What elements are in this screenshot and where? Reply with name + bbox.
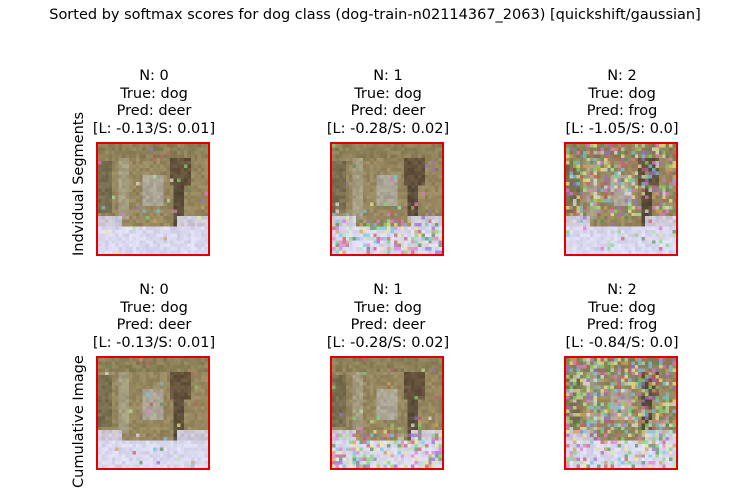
panel-true-label: True: dog <box>354 85 422 102</box>
panel-title: N: 1 True: dog Pred: deer [L: -0.28/S: 0… <box>288 68 488 138</box>
panel-index: N: 2 <box>607 68 637 84</box>
panel-pred-label: Pred: frog <box>586 317 658 333</box>
panel-true-label: True: dog <box>354 299 422 316</box>
segment-image <box>330 142 444 256</box>
panel-index: N: 1 <box>373 68 403 84</box>
figure-title: Sorted by softmax scores for dog class (… <box>49 7 701 23</box>
panel-scores: [L: -0.13/S: 0.01] <box>92 334 216 351</box>
segment-image <box>564 142 678 256</box>
panel-pred-label: Pred: deer <box>116 103 192 119</box>
row-label-cumulative-image: Cumulative Image <box>71 355 87 488</box>
segment-image <box>96 142 210 256</box>
cumulative-image <box>96 356 210 470</box>
panel-scores: [L: -0.13/S: 0.01] <box>92 120 216 137</box>
panel-true-label: True: dog <box>120 299 188 316</box>
panel-pred-label: Pred: deer <box>350 103 426 119</box>
cumulative-image <box>330 356 444 470</box>
panel-title: N: 0 True: dog Pred: deer [L: -0.13/S: 0… <box>54 282 254 352</box>
panel-index: N: 1 <box>373 282 403 298</box>
panel-true-label: True: dog <box>588 299 656 316</box>
panel-scores: [L: -0.84/S: 0.0] <box>565 334 679 351</box>
panel-scores: [L: -0.28/S: 0.02] <box>326 120 450 137</box>
panel-title: N: 2 True: dog Pred: frog [L: -0.84/S: 0… <box>522 282 722 352</box>
panel-pred-label: Pred: deer <box>116 317 192 333</box>
panel-pred-label: Pred: deer <box>350 317 426 333</box>
panel-index: N: 0 <box>139 68 169 84</box>
panel-title: N: 1 True: dog Pred: deer [L: -0.28/S: 0… <box>288 282 488 352</box>
panel-scores: [L: -1.05/S: 0.0] <box>565 120 679 137</box>
panel-index: N: 0 <box>139 282 169 298</box>
panel-true-label: True: dog <box>120 85 188 102</box>
panel-scores: [L: -0.28/S: 0.02] <box>326 334 450 351</box>
panel-title: N: 0 True: dog Pred: deer [L: -0.13/S: 0… <box>54 68 254 138</box>
cumulative-image <box>564 356 678 470</box>
panel-index: N: 2 <box>607 282 637 298</box>
panel-pred-label: Pred: frog <box>586 103 658 119</box>
panel-title: N: 2 True: dog Pred: frog [L: -1.05/S: 0… <box>522 68 722 138</box>
panel-true-label: True: dog <box>588 85 656 102</box>
